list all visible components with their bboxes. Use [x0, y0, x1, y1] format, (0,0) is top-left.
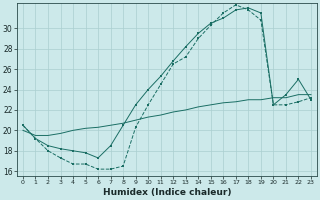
X-axis label: Humidex (Indice chaleur): Humidex (Indice chaleur) [103, 188, 231, 197]
